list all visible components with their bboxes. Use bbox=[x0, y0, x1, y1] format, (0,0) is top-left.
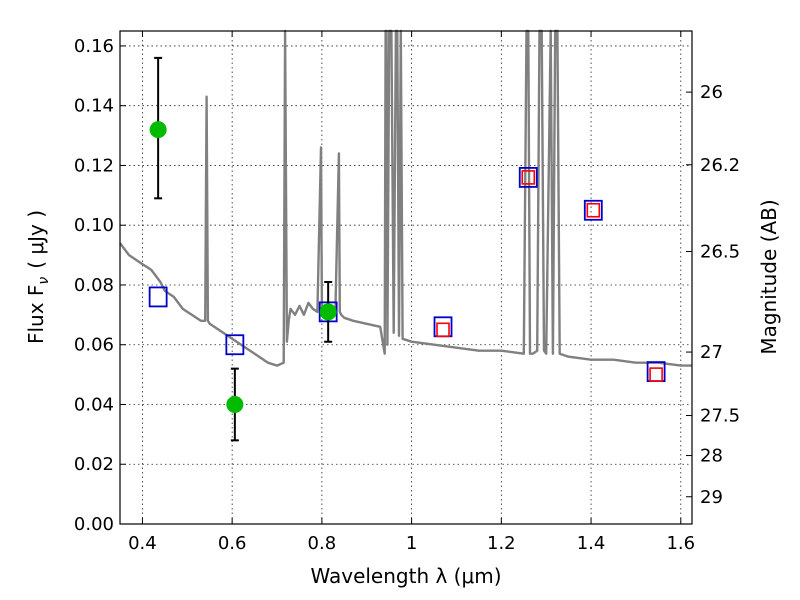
y2-tick-label: 27 bbox=[700, 342, 723, 363]
alt-photometry-square bbox=[436, 322, 450, 338]
y2-tick-label: 28 bbox=[700, 446, 723, 467]
y2-axis-label: Magnitude (AB) bbox=[757, 199, 781, 354]
y2-axis: 26 26.2 26.5 27 27.5 28 29 bbox=[686, 82, 740, 508]
x-axis: 0.4 0.6 0.8 1 1.2 1.4 1.6 bbox=[128, 31, 695, 554]
alt-photometry-square bbox=[521, 170, 536, 185]
x-tick-label: 1.4 bbox=[577, 533, 606, 554]
model-spectrum-line bbox=[119, 29, 692, 367]
y2-tick-label: 27.5 bbox=[700, 406, 740, 427]
y-tick-label: 0.02 bbox=[74, 454, 114, 475]
y-tick-label: 0.14 bbox=[74, 96, 114, 117]
points-layer bbox=[148, 56, 666, 442]
model-photometry-square bbox=[148, 286, 168, 308]
observed-flux-point bbox=[149, 121, 167, 139]
y2-tick-label: 29 bbox=[700, 487, 723, 508]
y-tick-label: 0.06 bbox=[74, 335, 114, 356]
x-tick-label: 1 bbox=[406, 533, 417, 554]
observed-flux-point bbox=[319, 303, 337, 321]
plot-frame bbox=[119, 30, 693, 525]
x-tick-label: 0.4 bbox=[128, 533, 157, 554]
y2-tick-label: 26 bbox=[700, 82, 723, 103]
x-tick-label: 1.6 bbox=[666, 533, 695, 554]
x-tick-label: 0.6 bbox=[218, 533, 247, 554]
grid bbox=[120, 31, 692, 525]
alt-photometry-square bbox=[586, 202, 601, 218]
y-axis-label-unit: ( μJy ) bbox=[24, 210, 48, 269]
y-tick-label: 0.16 bbox=[74, 36, 114, 57]
y-tick-label: 0.04 bbox=[74, 394, 114, 415]
y-axis-label-main: Flux F bbox=[24, 285, 48, 344]
y-tick-label: 0.00 bbox=[74, 514, 114, 535]
y2-tick-label: 26.2 bbox=[700, 155, 740, 176]
model-photometry-square bbox=[518, 167, 538, 188]
spectrum-layer bbox=[119, 29, 692, 367]
y2-tick-label: 26.5 bbox=[700, 242, 740, 263]
y-tick-label: 0.12 bbox=[74, 155, 114, 176]
x-tick-label: 1.2 bbox=[487, 533, 516, 554]
y-axis-label-subscript: ν bbox=[36, 277, 52, 285]
y-tick-label: 0.10 bbox=[74, 215, 114, 236]
y-axis-label: Flux Fν ( μJy ) bbox=[24, 210, 52, 344]
model-photometry-square bbox=[225, 334, 245, 356]
x-axis-label: Wavelength λ (μm) bbox=[310, 564, 501, 588]
x-tick-label: 0.8 bbox=[308, 533, 337, 554]
observed-flux-point bbox=[226, 395, 244, 413]
y-axis: 0.00 0.02 0.04 0.06 0.08 0.10 0.12 0.14 0.16 bbox=[74, 36, 126, 535]
model-photometry-square bbox=[583, 199, 603, 221]
y-tick-label: 0.08 bbox=[74, 275, 114, 296]
alt-photometry-square bbox=[649, 367, 663, 382]
